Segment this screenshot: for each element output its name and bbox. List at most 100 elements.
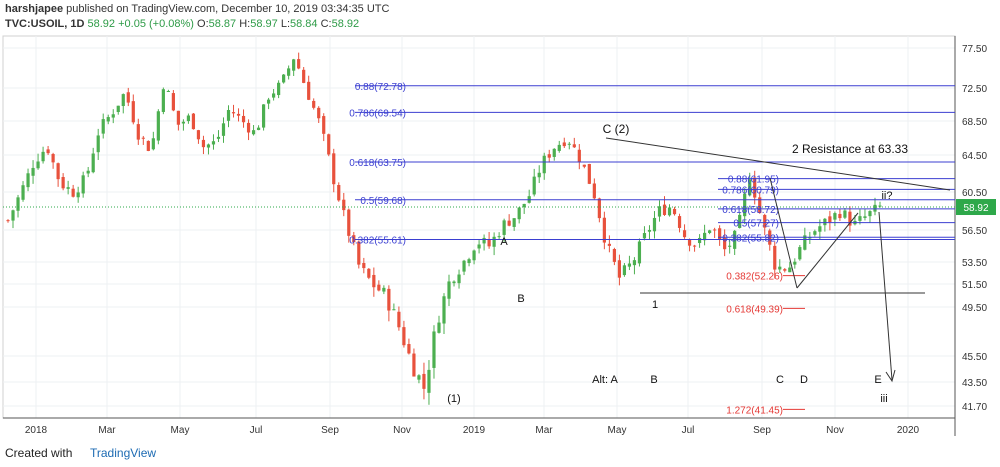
candle-body	[622, 265, 627, 276]
candle-body	[86, 170, 90, 174]
candle-body	[697, 237, 702, 244]
candle-body	[131, 101, 135, 123]
candle-body	[753, 177, 757, 198]
candle-body	[282, 74, 286, 83]
candle-body	[171, 93, 175, 111]
candle-body	[763, 214, 767, 228]
high-value: 58.97	[250, 18, 278, 30]
candle-body	[362, 263, 366, 269]
candle-body	[718, 228, 722, 240]
candle-body	[587, 163, 591, 184]
candle-body	[166, 90, 170, 92]
candle-body	[56, 163, 60, 180]
candle-body	[537, 172, 541, 178]
fib-level-label: 0.382(55.82)	[722, 233, 779, 244]
candle-body	[552, 148, 556, 157]
publish-info: harshjapee published on TradingView.com,…	[5, 3, 389, 15]
candle-body	[843, 210, 847, 218]
candle-body	[437, 322, 441, 333]
candle-body	[723, 237, 727, 250]
candle-body	[672, 208, 677, 215]
candle-body	[327, 134, 331, 155]
fib-level-label: 0.88(61.95)	[728, 175, 779, 186]
x-tick-label: Jul	[682, 425, 695, 436]
candle-body	[11, 210, 15, 221]
candle-body	[457, 274, 461, 284]
fib-level-label: 0.382(55.61)	[349, 235, 406, 246]
fib-level-label: 1.272(41.45)	[726, 405, 783, 416]
y-tick-label: 77.50	[962, 44, 987, 55]
open-label: O:	[197, 18, 209, 30]
candle-body	[151, 138, 155, 150]
candle-body	[226, 110, 231, 121]
candle-body	[392, 309, 396, 311]
candle-body	[382, 287, 386, 292]
candle-body	[728, 245, 732, 247]
price-change: +0.05 (+0.08%)	[118, 18, 194, 30]
last-price-badge-label: 58.92	[963, 203, 988, 214]
candle-body	[76, 192, 80, 198]
candle-body	[61, 177, 65, 189]
candle-body	[532, 176, 536, 195]
candle-body	[547, 154, 551, 158]
candle-body	[206, 144, 211, 148]
candle-body	[743, 193, 747, 217]
last-price-badge	[956, 199, 996, 216]
candle-body	[467, 259, 471, 264]
candle-body	[196, 130, 201, 140]
candle-body	[758, 197, 762, 214]
y-tick-label: 56.50	[962, 226, 987, 237]
candle-body	[597, 198, 601, 219]
candle-body	[46, 149, 50, 154]
wave-annotation: (1)	[447, 393, 460, 405]
tradingview-logo[interactable]: TradingView	[90, 446, 157, 460]
ohlc-legend: TVC:USOIL, 1D 58.92 +0.05 (+0.08%) O:58.…	[5, 18, 359, 30]
candle-body	[567, 143, 571, 145]
candle-body	[322, 116, 326, 134]
candle-body	[738, 214, 742, 228]
candle-body	[256, 127, 261, 131]
candle-body	[512, 218, 516, 227]
candle-body	[241, 115, 246, 123]
candle-body	[31, 167, 35, 176]
x-tick-label: Mar	[535, 425, 553, 436]
candle-body	[692, 245, 697, 247]
candle-body	[442, 296, 446, 324]
candle-body	[482, 237, 486, 244]
candle-body	[617, 260, 622, 278]
candle-body	[347, 209, 351, 236]
y-tick-label: 51.50	[962, 280, 987, 291]
candle-body	[818, 226, 822, 232]
x-tick-label: May	[608, 425, 627, 436]
wave-arrow	[769, 177, 798, 289]
y-tick-label: 43.50	[962, 378, 987, 389]
candle-body	[878, 205, 882, 207]
candle-body	[637, 241, 642, 264]
candle-body	[602, 217, 606, 243]
close-value: 58.92	[331, 18, 360, 30]
candle-body	[236, 113, 241, 116]
candle-body	[447, 281, 451, 299]
candle-body	[682, 230, 687, 238]
candle-body	[773, 245, 777, 270]
candle-body	[702, 232, 707, 241]
candle-body	[6, 220, 10, 222]
candle-body	[292, 59, 296, 71]
candle-body	[497, 236, 501, 238]
candle-body	[577, 149, 581, 162]
candle-body	[372, 274, 376, 288]
candle-body	[106, 117, 110, 122]
candle-body	[778, 266, 782, 270]
candle-body	[412, 353, 416, 377]
candle-body	[793, 261, 797, 265]
fib-level-label: 0.88(72.78)	[355, 82, 406, 93]
candle-body	[582, 164, 586, 167]
x-tick-label: May	[171, 425, 190, 436]
candle-body	[452, 281, 456, 284]
candle-body	[407, 344, 411, 354]
author-name[interactable]: harshjapee	[5, 3, 64, 15]
candle-body	[176, 110, 180, 125]
candle-body	[101, 119, 105, 134]
arrow-head	[885, 369, 896, 383]
